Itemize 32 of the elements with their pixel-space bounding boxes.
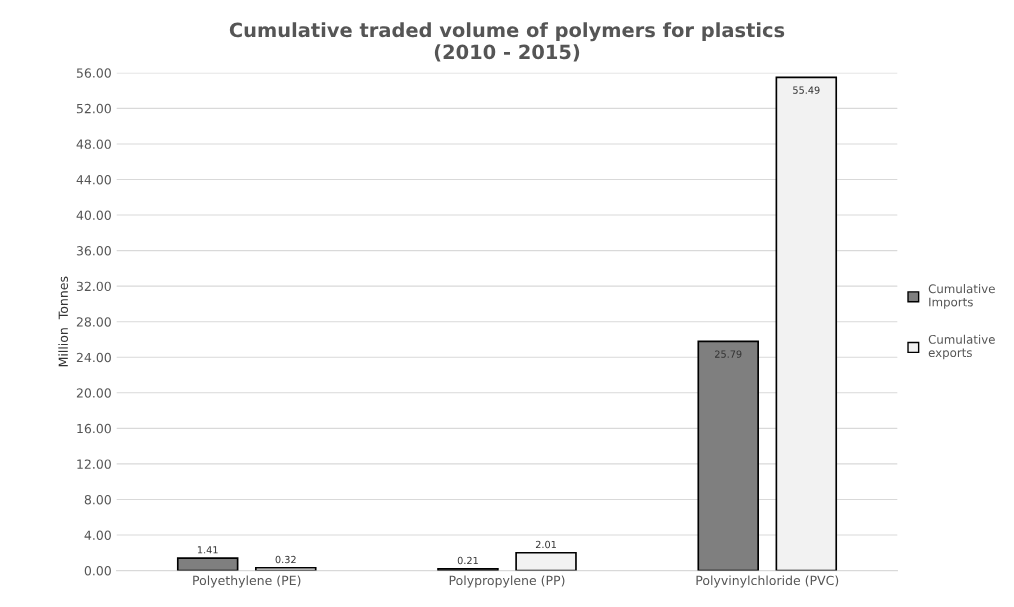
bar bbox=[515, 551, 577, 571]
y-tick-label: 44.00 bbox=[76, 174, 111, 185]
chart-title: Cumulative traded volume of polymers for plastics (2010 - 2015) bbox=[229, 22, 785, 62]
data-label: 0.21 bbox=[457, 556, 478, 565]
x-tick-label: Polyethylene (PE) bbox=[193, 575, 301, 588]
y-tick-label: 32.00 bbox=[76, 281, 111, 292]
x-tick-label: Polyvinylchloride (PVC) bbox=[696, 575, 839, 588]
y-tick-label: 12.00 bbox=[77, 459, 111, 469]
y-tick-label: 16.00 bbox=[77, 423, 111, 434]
y-tick-label: 24.00 bbox=[76, 352, 111, 363]
y-tick-label: 4.00 bbox=[84, 530, 111, 540]
legend-label: Cumulative Imports bbox=[928, 284, 995, 309]
y-tick-label: 48.00 bbox=[76, 139, 111, 149]
y-tick-label: 0.00 bbox=[84, 566, 111, 576]
y-tick-label: 52.00 bbox=[76, 103, 111, 114]
y-axis-title: Million Tonnes bbox=[58, 276, 68, 367]
bar bbox=[176, 557, 239, 571]
bar bbox=[775, 76, 838, 571]
data-label: 1.41 bbox=[197, 546, 218, 554]
y-tick-label: 36.00 bbox=[76, 246, 111, 256]
y-tick-label: 8.00 bbox=[84, 494, 111, 505]
y-tick-label: 56.00 bbox=[76, 68, 111, 78]
y-tick-label: 40.00 bbox=[76, 210, 111, 220]
data-label: 25.79 bbox=[715, 350, 742, 358]
x-tick-label: Polypropylene (PP) bbox=[449, 575, 565, 588]
y-tick-label: 20.00 bbox=[76, 388, 111, 398]
y-tick-label: 28.00 bbox=[76, 317, 111, 327]
data-label: 2.01 bbox=[535, 540, 556, 549]
legend-label: Cumulative exports bbox=[928, 334, 995, 360]
data-label: 0.32 bbox=[275, 555, 296, 564]
data-label: 55.49 bbox=[793, 86, 820, 94]
bar bbox=[697, 340, 759, 571]
